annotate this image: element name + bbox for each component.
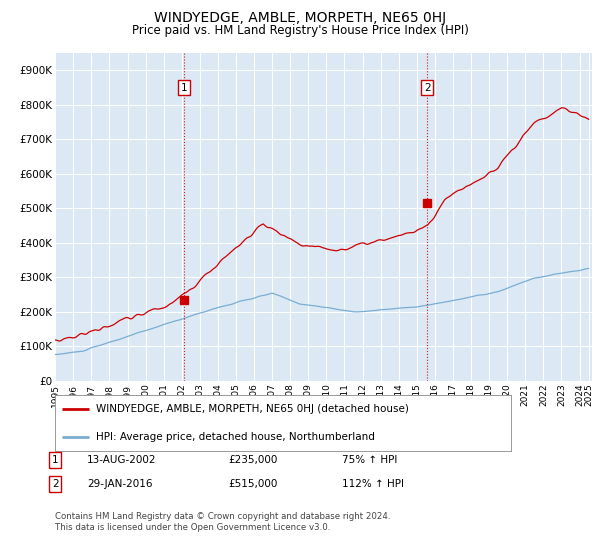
Text: 1: 1: [181, 82, 187, 92]
Text: 112% ↑ HPI: 112% ↑ HPI: [342, 479, 404, 489]
Text: WINDYEDGE, AMBLE, MORPETH, NE65 0HJ (detached house): WINDYEDGE, AMBLE, MORPETH, NE65 0HJ (det…: [96, 404, 409, 414]
Text: 1: 1: [52, 455, 59, 465]
Text: £515,000: £515,000: [228, 479, 277, 489]
Text: 13-AUG-2002: 13-AUG-2002: [87, 455, 157, 465]
Text: HPI: Average price, detached house, Northumberland: HPI: Average price, detached house, Nort…: [96, 432, 375, 442]
Text: 75% ↑ HPI: 75% ↑ HPI: [342, 455, 397, 465]
Text: £235,000: £235,000: [228, 455, 277, 465]
Text: 2: 2: [424, 82, 431, 92]
Text: Contains HM Land Registry data © Crown copyright and database right 2024.
This d: Contains HM Land Registry data © Crown c…: [55, 512, 391, 532]
Text: Price paid vs. HM Land Registry's House Price Index (HPI): Price paid vs. HM Land Registry's House …: [131, 24, 469, 36]
Text: 2: 2: [52, 479, 59, 489]
Text: WINDYEDGE, AMBLE, MORPETH, NE65 0HJ: WINDYEDGE, AMBLE, MORPETH, NE65 0HJ: [154, 11, 446, 25]
Text: 29-JAN-2016: 29-JAN-2016: [87, 479, 152, 489]
